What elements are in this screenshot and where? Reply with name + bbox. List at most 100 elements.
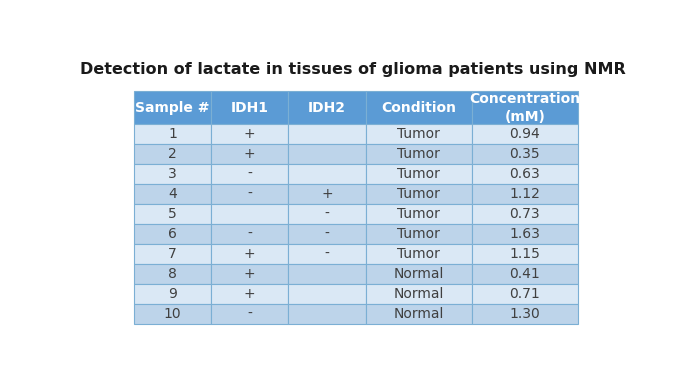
Text: 1.30: 1.30 xyxy=(510,307,540,321)
Bar xyxy=(288,284,365,304)
Bar xyxy=(365,144,472,164)
Text: -: - xyxy=(324,227,330,241)
Bar xyxy=(365,304,472,324)
Bar xyxy=(134,204,211,224)
Text: -: - xyxy=(247,227,252,241)
Bar xyxy=(365,124,472,144)
Bar xyxy=(134,304,211,324)
Bar xyxy=(211,244,288,264)
Bar xyxy=(211,184,288,204)
Bar xyxy=(211,124,288,144)
Bar xyxy=(288,204,365,224)
Bar xyxy=(472,304,578,324)
Bar xyxy=(365,224,472,244)
Text: 1.15: 1.15 xyxy=(510,247,541,261)
Text: 1.12: 1.12 xyxy=(510,187,541,201)
Bar xyxy=(288,184,365,204)
Text: IDH2: IDH2 xyxy=(308,101,346,115)
Bar xyxy=(134,184,211,204)
Text: Normal: Normal xyxy=(394,287,443,301)
Text: -: - xyxy=(324,207,330,221)
Bar xyxy=(134,91,211,124)
Bar xyxy=(288,164,365,184)
Text: 6: 6 xyxy=(168,227,177,241)
Bar xyxy=(134,244,211,264)
Bar xyxy=(472,204,578,224)
Text: +: + xyxy=(244,147,255,161)
Text: 1.63: 1.63 xyxy=(510,227,541,241)
Text: 0.35: 0.35 xyxy=(510,147,540,161)
Bar xyxy=(472,244,578,264)
Text: Tumor: Tumor xyxy=(397,167,440,181)
Bar xyxy=(472,184,578,204)
Text: 4: 4 xyxy=(168,187,177,201)
Text: Concentration
(mM): Concentration (mM) xyxy=(469,92,580,124)
Text: 0.63: 0.63 xyxy=(510,167,540,181)
Text: -: - xyxy=(247,307,252,321)
Text: Normal: Normal xyxy=(394,307,443,321)
Bar xyxy=(365,244,472,264)
Bar xyxy=(288,91,365,124)
Text: Tumor: Tumor xyxy=(397,127,440,141)
Text: +: + xyxy=(244,127,255,141)
Text: Tumor: Tumor xyxy=(397,147,440,161)
Text: +: + xyxy=(244,267,255,281)
Bar xyxy=(365,164,472,184)
Bar xyxy=(134,284,211,304)
Text: Detection of lactate in tissues of glioma patients using NMR: Detection of lactate in tissues of gliom… xyxy=(80,62,626,77)
Text: 3: 3 xyxy=(168,167,177,181)
Text: 8: 8 xyxy=(168,267,177,281)
Bar xyxy=(211,224,288,244)
Text: -: - xyxy=(324,247,330,261)
Bar xyxy=(211,91,288,124)
Bar xyxy=(472,224,578,244)
Bar xyxy=(365,204,472,224)
Bar xyxy=(288,264,365,284)
Bar xyxy=(472,124,578,144)
Text: 0.73: 0.73 xyxy=(510,207,540,221)
Text: -: - xyxy=(247,187,252,201)
Bar xyxy=(211,264,288,284)
Bar xyxy=(288,304,365,324)
Text: 10: 10 xyxy=(164,307,181,321)
Text: Tumor: Tumor xyxy=(397,247,440,261)
Text: -: - xyxy=(247,167,252,181)
Bar xyxy=(472,144,578,164)
Bar xyxy=(211,164,288,184)
Bar xyxy=(211,204,288,224)
Bar xyxy=(472,164,578,184)
Bar xyxy=(211,304,288,324)
Bar xyxy=(365,264,472,284)
Bar xyxy=(365,91,472,124)
Text: Tumor: Tumor xyxy=(397,207,440,221)
Text: Condition: Condition xyxy=(381,101,456,115)
Text: Sample #: Sample # xyxy=(135,101,210,115)
Text: 7: 7 xyxy=(168,247,177,261)
Text: Normal: Normal xyxy=(394,267,443,281)
Bar xyxy=(472,264,578,284)
Bar xyxy=(134,264,211,284)
Text: +: + xyxy=(244,287,255,301)
Text: Tumor: Tumor xyxy=(397,227,440,241)
Text: 0.71: 0.71 xyxy=(510,287,540,301)
Bar xyxy=(288,244,365,264)
Bar xyxy=(288,124,365,144)
Bar xyxy=(365,284,472,304)
Bar xyxy=(288,144,365,164)
Bar xyxy=(134,164,211,184)
Text: +: + xyxy=(244,247,255,261)
Text: 2: 2 xyxy=(168,147,177,161)
Bar xyxy=(211,284,288,304)
Bar xyxy=(134,124,211,144)
Bar xyxy=(288,224,365,244)
Text: 1: 1 xyxy=(168,127,177,141)
Bar xyxy=(134,144,211,164)
Bar xyxy=(211,144,288,164)
Text: 5: 5 xyxy=(168,207,177,221)
Text: 9: 9 xyxy=(168,287,177,301)
Bar xyxy=(472,91,578,124)
Bar xyxy=(134,224,211,244)
Text: +: + xyxy=(321,187,333,201)
Bar xyxy=(365,184,472,204)
Text: 0.41: 0.41 xyxy=(510,267,540,281)
